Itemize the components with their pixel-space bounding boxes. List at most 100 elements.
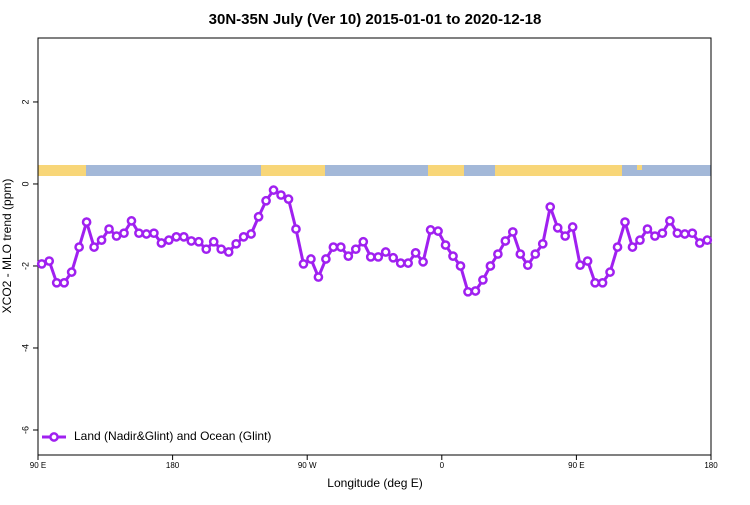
point xyxy=(679,229,690,239)
point xyxy=(321,254,331,264)
point xyxy=(231,238,242,249)
y-tick-label: 2 xyxy=(20,99,30,104)
point xyxy=(66,267,77,277)
point xyxy=(343,251,354,261)
land-ocean-strip xyxy=(38,165,711,176)
point xyxy=(365,252,376,262)
point xyxy=(336,242,346,252)
point xyxy=(470,286,481,296)
point xyxy=(276,190,286,200)
point xyxy=(81,217,92,227)
point xyxy=(141,229,152,239)
point xyxy=(672,228,683,239)
point xyxy=(575,260,585,271)
y-tick-label: -4 xyxy=(20,344,30,352)
point xyxy=(253,211,264,222)
point xyxy=(74,242,84,252)
x-tick-label: 180 xyxy=(166,461,180,470)
point xyxy=(313,272,324,282)
point xyxy=(552,222,563,233)
point xyxy=(283,194,294,204)
point xyxy=(410,248,421,258)
point xyxy=(134,228,144,239)
point xyxy=(642,224,653,234)
point xyxy=(350,244,361,255)
point xyxy=(186,236,197,246)
point xyxy=(104,224,114,234)
land-band xyxy=(261,165,325,176)
point xyxy=(59,277,70,288)
point xyxy=(178,232,189,242)
land-band xyxy=(38,165,86,176)
point xyxy=(156,238,167,248)
point xyxy=(373,252,384,262)
y-tick-label: -2 xyxy=(20,262,30,270)
point xyxy=(291,224,301,234)
point xyxy=(627,242,638,252)
point xyxy=(425,225,436,235)
ocean-band xyxy=(38,165,711,176)
point xyxy=(193,236,204,247)
legend-marker xyxy=(49,432,59,442)
point xyxy=(612,242,623,252)
point xyxy=(89,242,99,252)
point xyxy=(418,257,428,267)
point xyxy=(126,216,137,226)
point xyxy=(238,232,249,242)
point xyxy=(433,226,443,236)
point xyxy=(537,238,548,249)
point xyxy=(395,258,406,268)
point xyxy=(208,236,219,247)
point xyxy=(702,235,713,245)
point xyxy=(515,249,526,259)
point xyxy=(388,252,399,263)
point xyxy=(522,260,533,271)
point xyxy=(216,244,227,255)
x-tick-label: 0 xyxy=(440,461,445,470)
point xyxy=(493,249,503,259)
y-axis-label: XCO2 - MLO trend (ppm) xyxy=(0,179,14,314)
point xyxy=(620,217,630,227)
point xyxy=(328,242,339,252)
point xyxy=(507,227,518,237)
y-tick-label: 0 xyxy=(20,181,30,186)
land-band xyxy=(637,165,642,170)
point xyxy=(485,261,496,271)
point xyxy=(597,277,608,288)
chart-title: 30N-35N July (Ver 10) 2015-01-01 to 2020… xyxy=(209,11,542,28)
land-band xyxy=(428,165,464,176)
point xyxy=(455,261,466,271)
x-axis-label: Longitude (deg E) xyxy=(327,476,422,490)
x-tick-label: 90 E xyxy=(568,461,584,470)
point xyxy=(635,235,645,245)
point xyxy=(650,231,660,241)
point xyxy=(298,259,309,269)
point xyxy=(478,275,488,285)
point xyxy=(201,244,212,255)
point xyxy=(149,228,159,239)
point xyxy=(605,267,615,277)
point xyxy=(665,216,675,226)
point xyxy=(567,222,578,232)
point xyxy=(448,251,458,261)
point xyxy=(463,286,473,297)
point xyxy=(694,238,705,248)
x-tick-label: 90 E xyxy=(30,461,46,470)
plot-frame xyxy=(37,37,712,456)
point xyxy=(246,229,256,239)
point xyxy=(545,202,556,212)
point xyxy=(164,235,174,245)
x-tick-label: 90 W xyxy=(298,461,317,470)
point xyxy=(261,195,271,206)
point xyxy=(380,247,391,257)
point xyxy=(500,236,511,246)
point xyxy=(358,236,369,247)
point xyxy=(171,232,182,242)
point xyxy=(111,231,122,241)
point xyxy=(36,259,47,269)
point xyxy=(440,240,451,250)
point xyxy=(306,254,316,264)
point xyxy=(403,258,413,268)
y-tick-label: -6 xyxy=(20,426,30,434)
